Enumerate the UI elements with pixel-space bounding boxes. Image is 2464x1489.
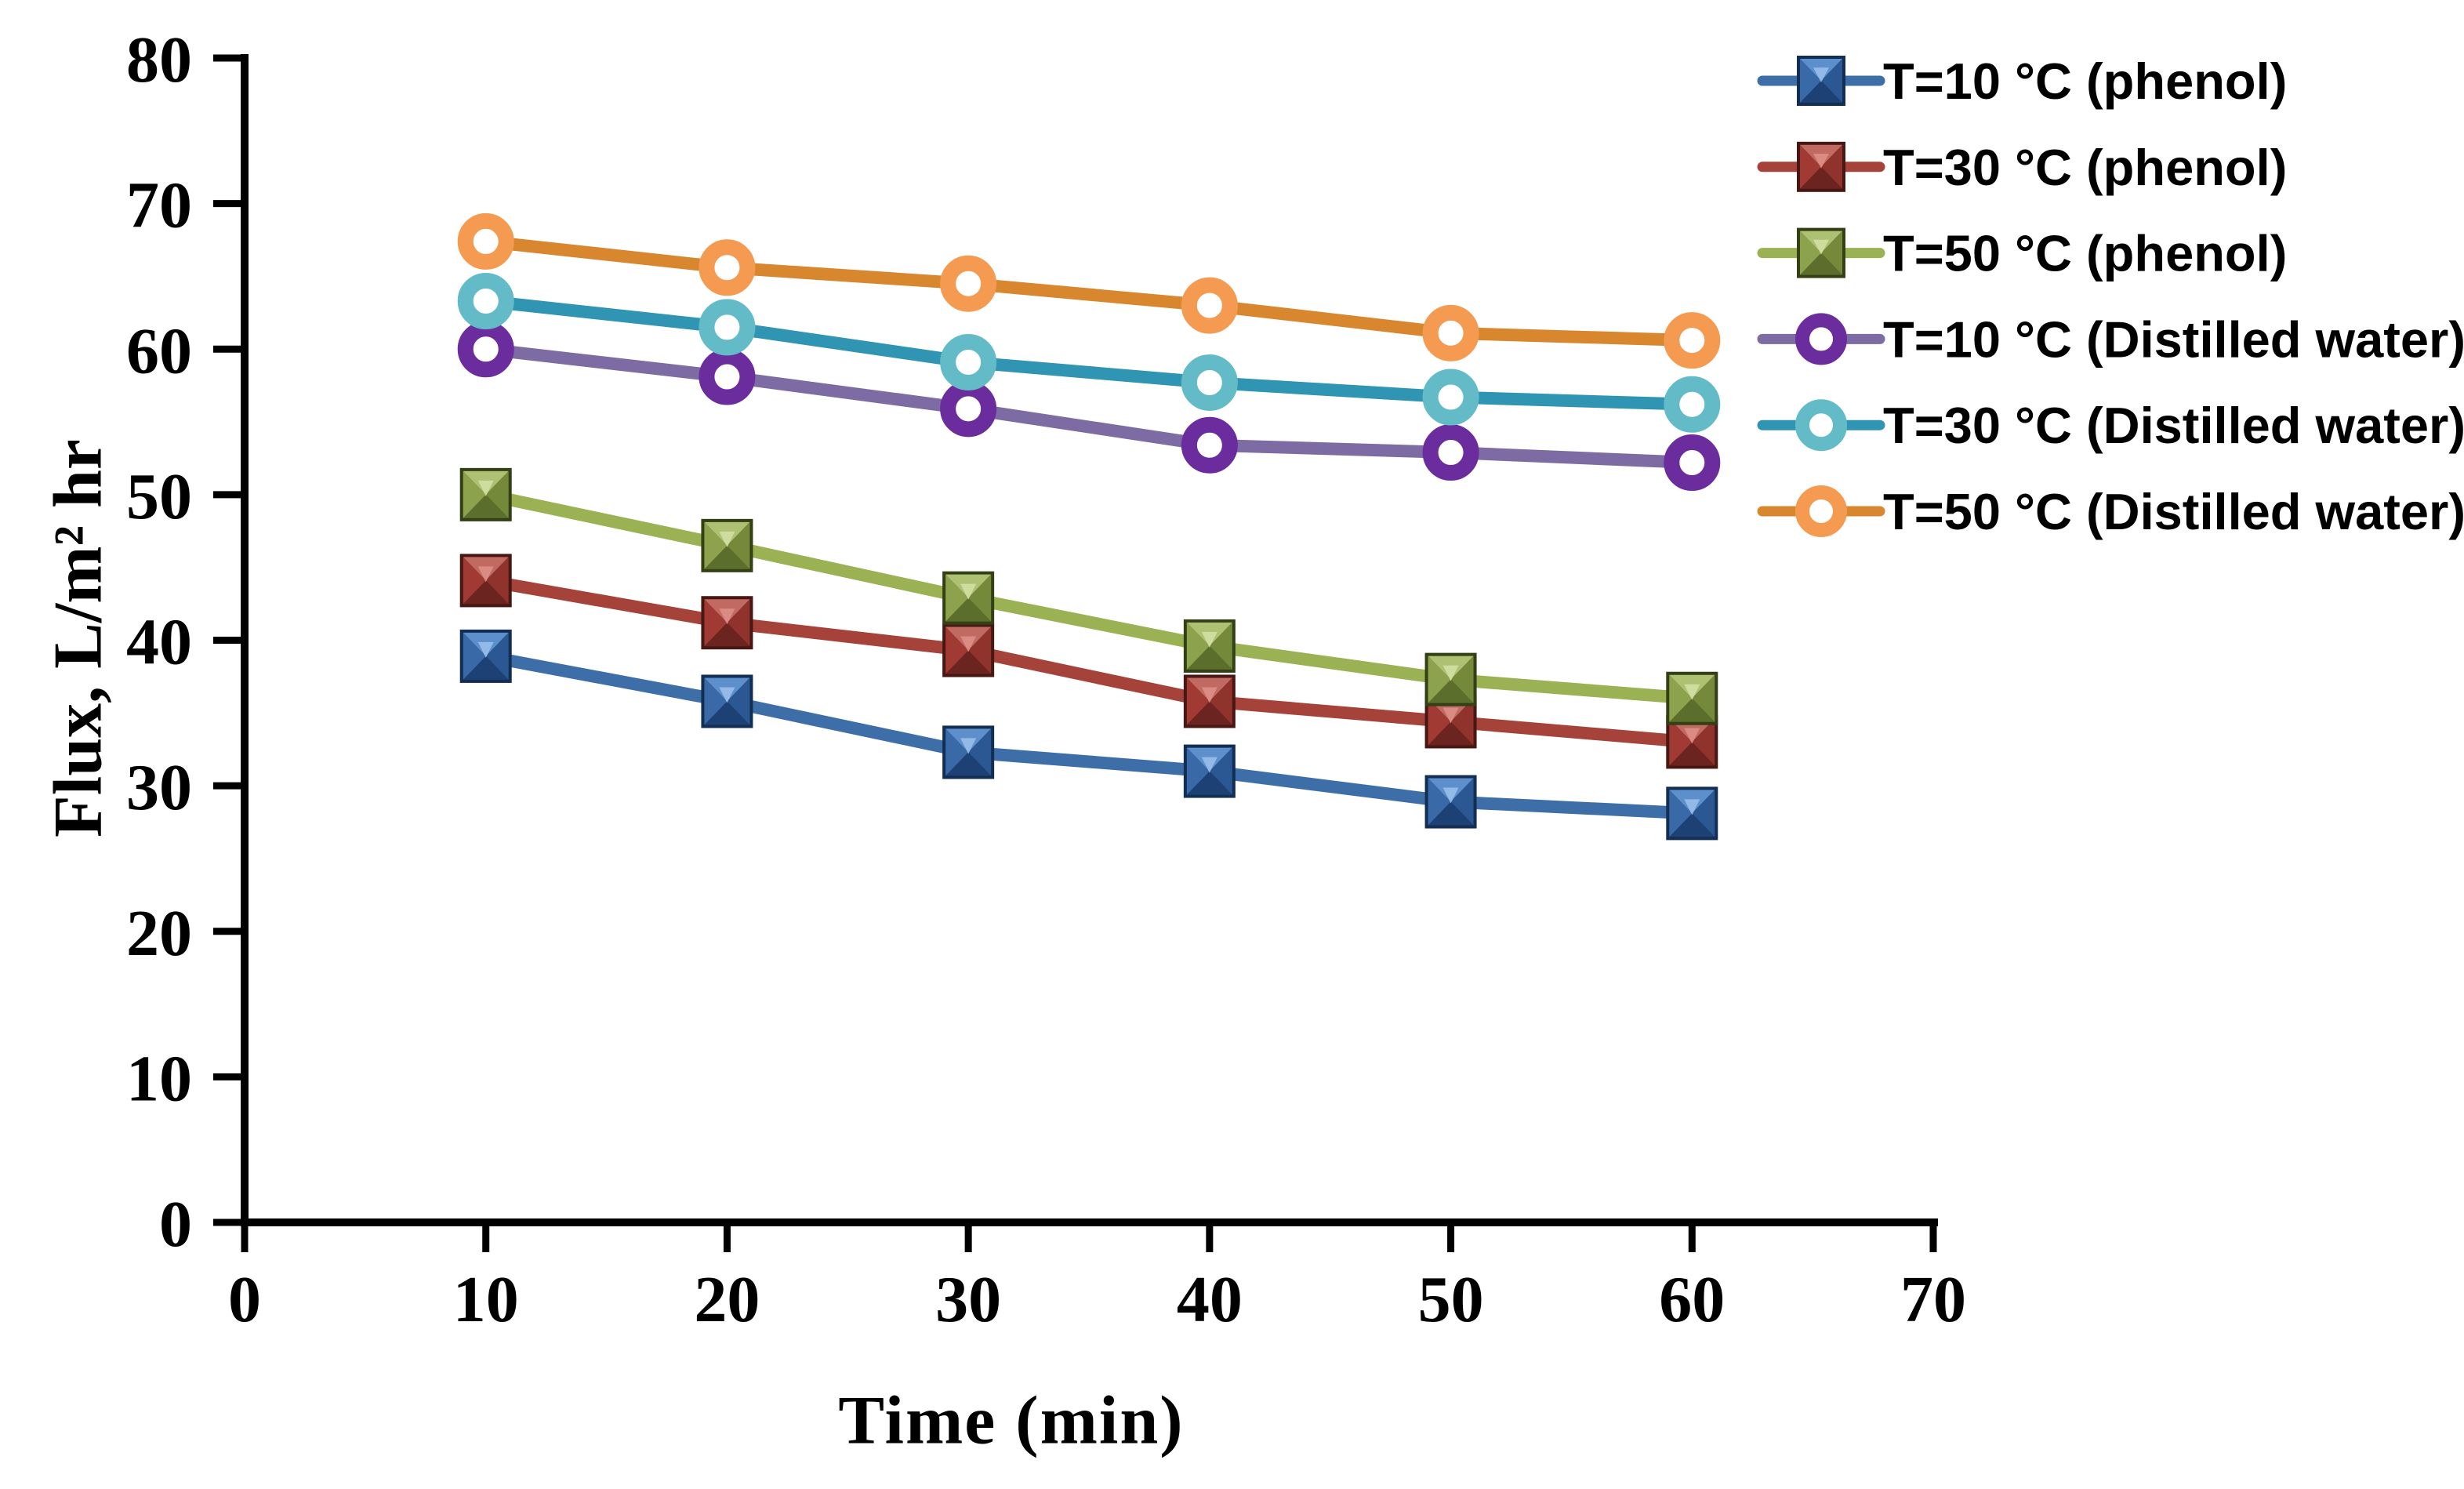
square-marker bbox=[1183, 744, 1236, 798]
square-marker bbox=[701, 518, 753, 572]
ring-marker bbox=[1181, 416, 1238, 474]
square-marker bbox=[1666, 671, 1718, 725]
ring-marker bbox=[940, 333, 997, 390]
series-line bbox=[479, 488, 1699, 705]
square-marker bbox=[701, 596, 753, 650]
legend-item: T=10 °C (Distilled water) bbox=[1757, 311, 2464, 368]
series-line bbox=[479, 649, 1699, 820]
ring-marker bbox=[1795, 399, 1847, 452]
square-marker bbox=[459, 629, 512, 683]
square-marker bbox=[942, 725, 995, 779]
legend-label: T=30 °C (Distilled water) bbox=[1883, 397, 2464, 454]
y-tick-label: 0 bbox=[159, 1188, 192, 1261]
x-tick-label: 0 bbox=[228, 1263, 261, 1336]
series-line bbox=[479, 234, 1699, 347]
x-tick-label: 50 bbox=[1418, 1263, 1484, 1336]
square-marker bbox=[459, 554, 512, 608]
y-tick-label: 80 bbox=[126, 24, 192, 96]
square-marker bbox=[1424, 775, 1477, 829]
square-marker bbox=[942, 571, 995, 625]
legend-item: T=50 °C (Distilled water) bbox=[1757, 483, 2464, 540]
ring-marker bbox=[1795, 485, 1847, 537]
ring-marker bbox=[457, 212, 514, 270]
square-marker bbox=[1183, 619, 1236, 673]
ring-marker bbox=[940, 255, 997, 312]
ring-marker bbox=[1795, 313, 1847, 365]
ring-marker bbox=[457, 272, 514, 329]
ring-marker bbox=[1664, 434, 1721, 492]
x-axis-title: Time (min) bbox=[838, 1382, 1185, 1459]
x-tick-label: 30 bbox=[935, 1263, 1001, 1336]
legend-item: T=10 °C (phenol) bbox=[1757, 53, 2287, 110]
ring-marker bbox=[1422, 304, 1479, 361]
ring-marker bbox=[699, 299, 756, 356]
series-t-30-c-distilled-water- bbox=[457, 272, 1721, 433]
y-tick-label: 60 bbox=[126, 314, 192, 387]
series-line bbox=[479, 343, 1699, 470]
series-t-30-c-phenol- bbox=[459, 554, 1718, 769]
square-marker bbox=[1797, 141, 1845, 192]
legend-item: T=30 °C (phenol) bbox=[1757, 139, 2287, 196]
legend-item: T=50 °C (phenol) bbox=[1757, 225, 2287, 282]
square-marker bbox=[1183, 674, 1236, 728]
ring-marker bbox=[1181, 277, 1238, 334]
legend-label: T=50 °C (Distilled water) bbox=[1883, 483, 2464, 540]
square-marker bbox=[1797, 227, 1845, 278]
series-t-50-c-distilled-water- bbox=[457, 212, 1721, 369]
ring-marker bbox=[699, 239, 756, 296]
ring-marker bbox=[457, 321, 514, 378]
ring-marker bbox=[940, 380, 997, 438]
x-tick-label: 10 bbox=[453, 1263, 519, 1336]
x-tick-label: 40 bbox=[1177, 1263, 1243, 1336]
y-tick-label: 50 bbox=[126, 460, 192, 533]
legend-item: T=30 °C (Distilled water) bbox=[1757, 397, 2464, 454]
y-tick-label: 40 bbox=[126, 606, 192, 679]
ring-marker bbox=[1664, 376, 1721, 433]
ring-marker bbox=[699, 348, 756, 405]
square-marker bbox=[1797, 56, 1845, 106]
ring-marker bbox=[1422, 369, 1479, 426]
series-t-50-c-phenol- bbox=[459, 467, 1718, 725]
legend-label: T=10 °C (phenol) bbox=[1883, 53, 2287, 110]
legend-label: T=30 °C (phenol) bbox=[1883, 139, 2287, 196]
series-t-10-c-phenol- bbox=[459, 629, 1718, 841]
ring-marker bbox=[1664, 312, 1721, 369]
square-marker bbox=[942, 623, 995, 677]
square-marker bbox=[701, 674, 753, 728]
x-tick-label: 70 bbox=[1900, 1263, 1966, 1336]
y-tick-label: 70 bbox=[126, 169, 192, 242]
y-tick-label: 30 bbox=[126, 751, 192, 824]
series-line bbox=[479, 574, 1699, 749]
x-tick-label: 60 bbox=[1659, 1263, 1725, 1336]
legend-label: T=50 °C (phenol) bbox=[1883, 225, 2287, 282]
y-axis-title: Flux, L/m² hr bbox=[40, 439, 117, 837]
square-marker bbox=[459, 467, 512, 521]
legend-label: T=10 °C (Distilled water) bbox=[1883, 311, 2464, 368]
legend: T=10 °C (phenol) T=30 °C (phenol) T=50 °C … bbox=[1757, 53, 2464, 540]
x-tick-label: 20 bbox=[694, 1263, 760, 1336]
series-line bbox=[479, 294, 1699, 411]
square-marker bbox=[1424, 652, 1477, 706]
y-tick-label: 10 bbox=[126, 1042, 192, 1115]
ring-marker bbox=[1181, 354, 1238, 411]
ring-marker bbox=[1422, 424, 1479, 481]
square-marker bbox=[1666, 786, 1718, 841]
series-t-10-c-distilled-water- bbox=[457, 321, 1721, 492]
y-tick-label: 20 bbox=[126, 897, 192, 970]
